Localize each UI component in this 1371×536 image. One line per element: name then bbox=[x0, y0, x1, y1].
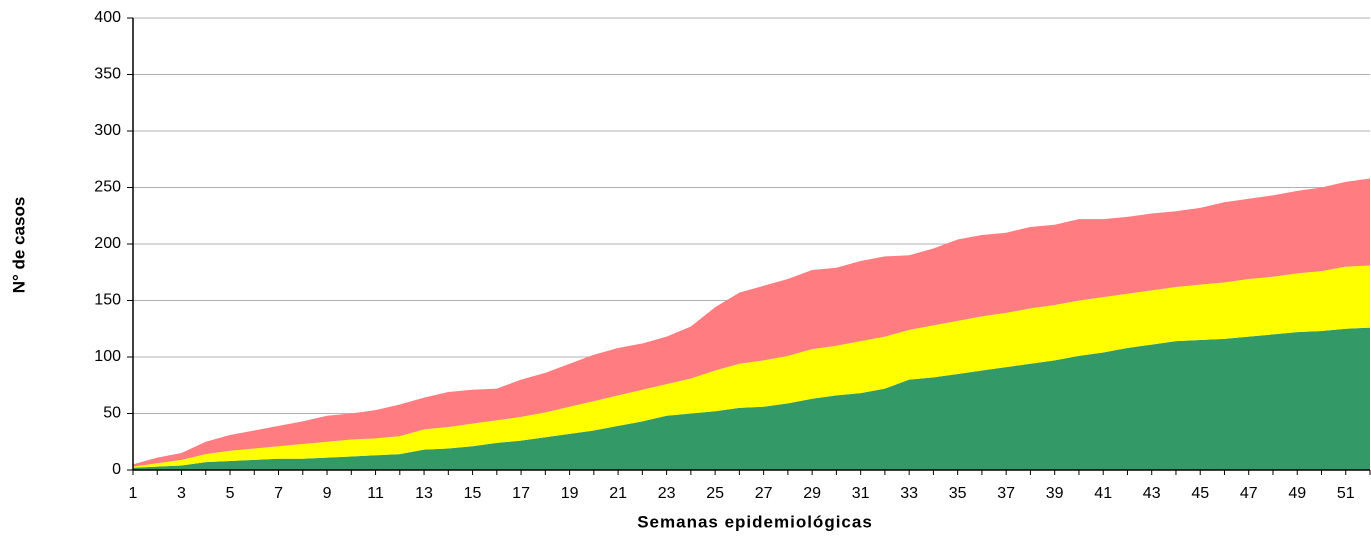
x-tick-label: 45 bbox=[1191, 485, 1209, 502]
x-tick-label: 37 bbox=[997, 485, 1015, 502]
y-axis-title: N° de casos bbox=[9, 197, 28, 294]
y-tick-label: 250 bbox=[94, 179, 121, 196]
y-tick-label: 150 bbox=[94, 292, 121, 309]
x-tick-label: 27 bbox=[755, 485, 773, 502]
x-tick-label: 13 bbox=[415, 485, 433, 502]
x-tick-label: 9 bbox=[323, 485, 332, 502]
x-tick-label: 17 bbox=[512, 485, 530, 502]
x-tick-label: 1 bbox=[129, 485, 138, 502]
x-tick-label: 47 bbox=[1240, 485, 1258, 502]
x-tick-label: 41 bbox=[1094, 485, 1112, 502]
x-tick-label: 21 bbox=[609, 485, 627, 502]
y-tick-label: 50 bbox=[103, 405, 121, 422]
x-tick-label: 39 bbox=[1046, 485, 1064, 502]
y-tick-label: 400 bbox=[94, 9, 121, 26]
x-tick-label: 49 bbox=[1288, 485, 1306, 502]
area bbox=[133, 327, 1370, 470]
y-tick-label: 350 bbox=[94, 66, 121, 83]
x-tick-label: 33 bbox=[900, 485, 918, 502]
x-tick-label: 35 bbox=[949, 485, 967, 502]
x-tick-label: 51 bbox=[1337, 485, 1355, 502]
x-tick-label: 15 bbox=[464, 485, 482, 502]
y-tick-label: 100 bbox=[94, 348, 121, 365]
x-tick-label: 5 bbox=[226, 485, 235, 502]
area bbox=[133, 178, 1370, 467]
y-tick-label: 0 bbox=[112, 461, 121, 478]
area bbox=[133, 265, 1370, 468]
x-tick-label: 3 bbox=[177, 485, 186, 502]
x-tick-label: 23 bbox=[658, 485, 676, 502]
x-tick-label: 19 bbox=[561, 485, 579, 502]
x-tick-label: 31 bbox=[852, 485, 870, 502]
y-tick-label: 200 bbox=[94, 235, 121, 252]
x-tick-label: 7 bbox=[274, 485, 283, 502]
y-tick-label: 300 bbox=[94, 122, 121, 139]
x-tick-label: 29 bbox=[803, 485, 821, 502]
x-axis-title: Semanas epidemiológicas bbox=[637, 512, 873, 531]
x-tick-label: 25 bbox=[706, 485, 724, 502]
x-tick-label: 43 bbox=[1143, 485, 1161, 502]
x-tick-label: 11 bbox=[367, 485, 384, 502]
